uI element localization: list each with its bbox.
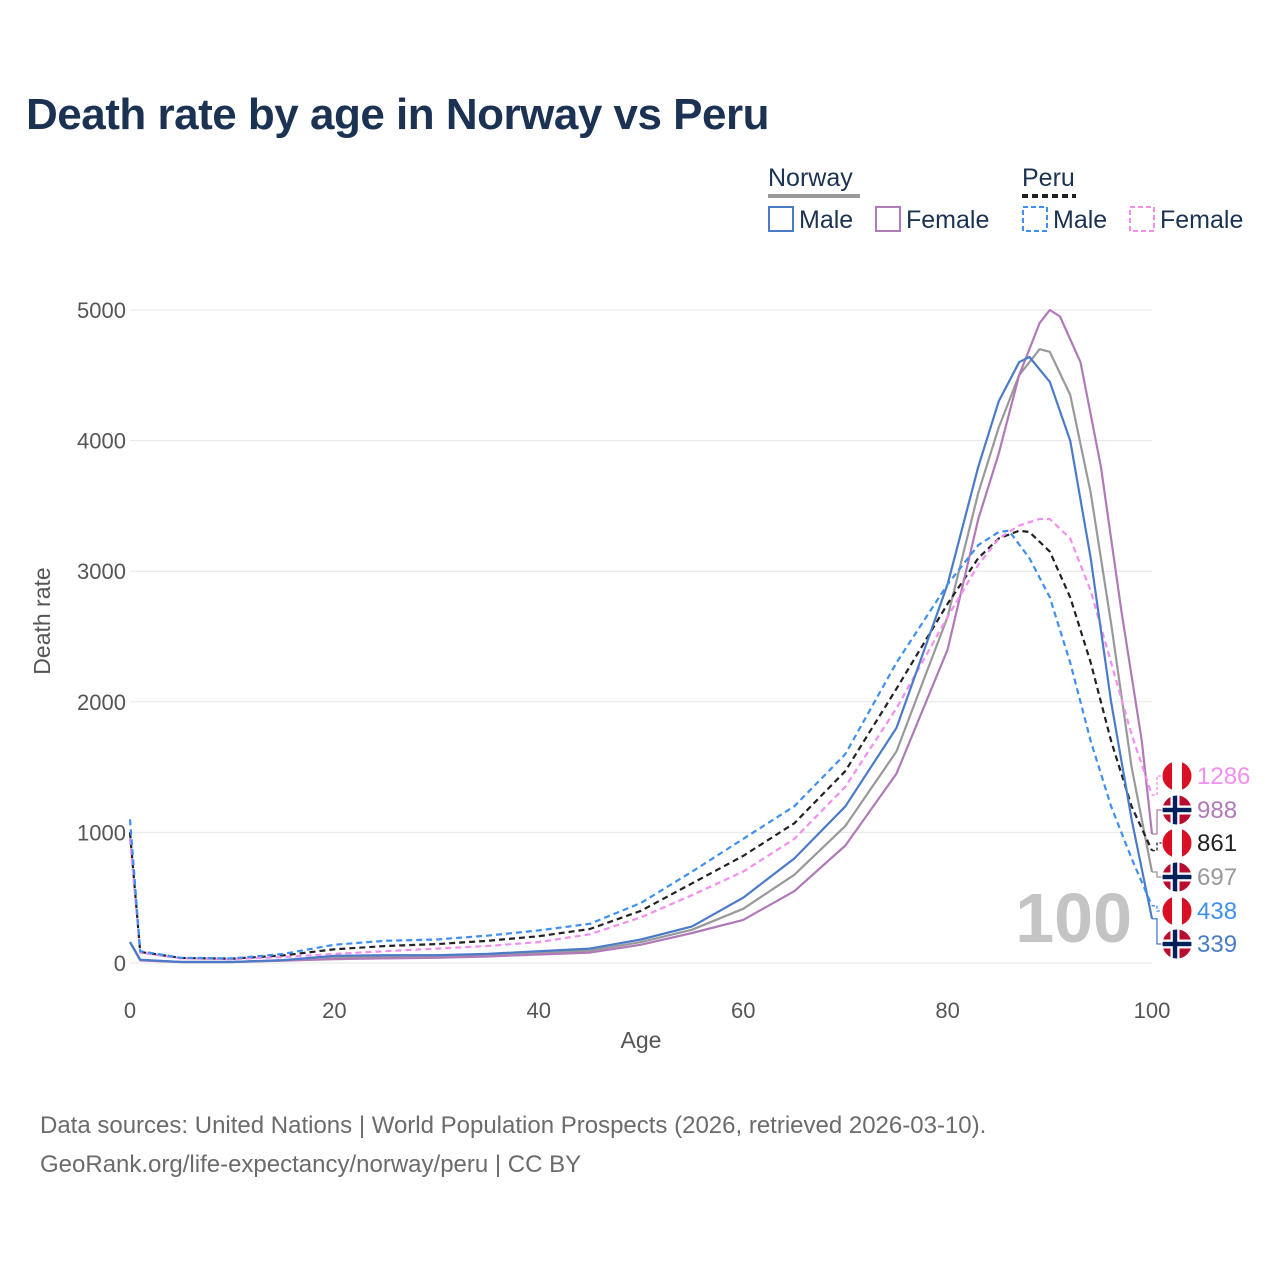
end-label-peru-female: 1286 [1152, 760, 1250, 796]
y-tick-label: 4000 [77, 429, 126, 454]
y-tick-label: 2000 [77, 690, 126, 715]
leader-line [1152, 842, 1162, 852]
x-tick-label: 0 [124, 998, 136, 1023]
legend-peru-female-swatch[interactable] [1129, 206, 1155, 232]
legend: Norway Male Female Peru Male Female [768, 164, 1243, 234]
legend-peru-male-label[interactable]: Male [1053, 206, 1107, 234]
series-lines [128, 308, 1154, 964]
grid [130, 309, 1152, 964]
end-label-value: 438 [1197, 898, 1237, 925]
end-label-norway-female: 988 [1152, 794, 1237, 835]
legend-peru-title: Peru [1022, 164, 1075, 192]
source-line-2[interactable]: GeoRank.org/life-expectancy/norway/peru … [40, 1151, 582, 1178]
norway-flag-icon [1161, 861, 1193, 893]
series-line-peru-male[interactable] [128, 529, 1154, 960]
end-label-norway-total: 697 [1152, 861, 1237, 893]
leader-line [1152, 809, 1162, 835]
legend-group-peru: Peru Male Female [1022, 164, 1243, 234]
x-axis-label: Age [621, 1027, 662, 1053]
end-labels: 1286 988 861 697 438 339 [1152, 760, 1250, 960]
end-label-norway-male: 339 [1152, 918, 1237, 960]
leader-line [1152, 871, 1162, 878]
norway-flag-icon [1161, 928, 1193, 960]
y-axis-label: Death rate [29, 567, 55, 674]
series-line-peru-total[interactable] [128, 529, 1153, 960]
y-axis-ticks: 0 1000 2000 3000 4000 5000 [77, 298, 126, 976]
source-line-1: Data sources: United Nations | World Pop… [40, 1112, 987, 1139]
series-line-norway-total[interactable] [129, 348, 1154, 964]
legend-peru-female-label[interactable]: Female [1160, 206, 1243, 234]
y-tick-label: 5000 [77, 298, 126, 323]
peru-flag-icon [1161, 827, 1193, 859]
end-label-value: 339 [1197, 931, 1237, 958]
leader-line [1152, 918, 1162, 945]
x-tick-label: 80 [935, 998, 959, 1023]
x-tick-label: 60 [731, 998, 755, 1023]
end-label-value: 861 [1197, 830, 1237, 857]
year-watermark: 100 [1015, 879, 1132, 957]
legend-norway-male-label[interactable]: Male [799, 206, 853, 234]
y-tick-label: 1000 [77, 820, 126, 845]
chart-title: Death rate by age in Norway vs Peru [26, 90, 770, 139]
series-line-norway-male[interactable] [129, 355, 1154, 964]
x-tick-label: 100 [1134, 998, 1171, 1023]
end-label-value: 988 [1197, 797, 1237, 824]
norway-flag-icon [1161, 794, 1193, 826]
end-label-value: 697 [1197, 864, 1237, 891]
x-axis-ticks: 0 20 40 60 80 100 [124, 998, 1170, 1023]
end-label-value: 1286 [1197, 763, 1250, 790]
series-line-peru-female[interactable] [128, 517, 1154, 961]
y-tick-label: 0 [114, 951, 126, 976]
peru-flag-icon [1161, 760, 1193, 792]
leader-line [1152, 905, 1162, 912]
legend-norway-male-swatch[interactable] [768, 206, 794, 232]
end-label-peru-total: 861 [1152, 827, 1237, 859]
peru-flag-icon [1161, 895, 1193, 927]
x-tick-label: 40 [527, 998, 551, 1023]
legend-group-norway: Norway Male Female [768, 164, 989, 234]
legend-norway-female-swatch[interactable] [875, 206, 901, 232]
end-label-peru-male: 438 [1152, 895, 1237, 927]
legend-norway-title: Norway [768, 164, 853, 192]
x-tick-label: 20 [322, 998, 346, 1023]
y-tick-label: 3000 [77, 559, 126, 584]
leader-line [1152, 775, 1162, 796]
source-note: Data sources: United Nations | World Pop… [40, 1106, 986, 1184]
series-line-norway-female[interactable] [129, 308, 1154, 964]
legend-norway-female-label[interactable]: Female [906, 206, 989, 234]
legend-peru-male-swatch[interactable] [1022, 206, 1048, 232]
